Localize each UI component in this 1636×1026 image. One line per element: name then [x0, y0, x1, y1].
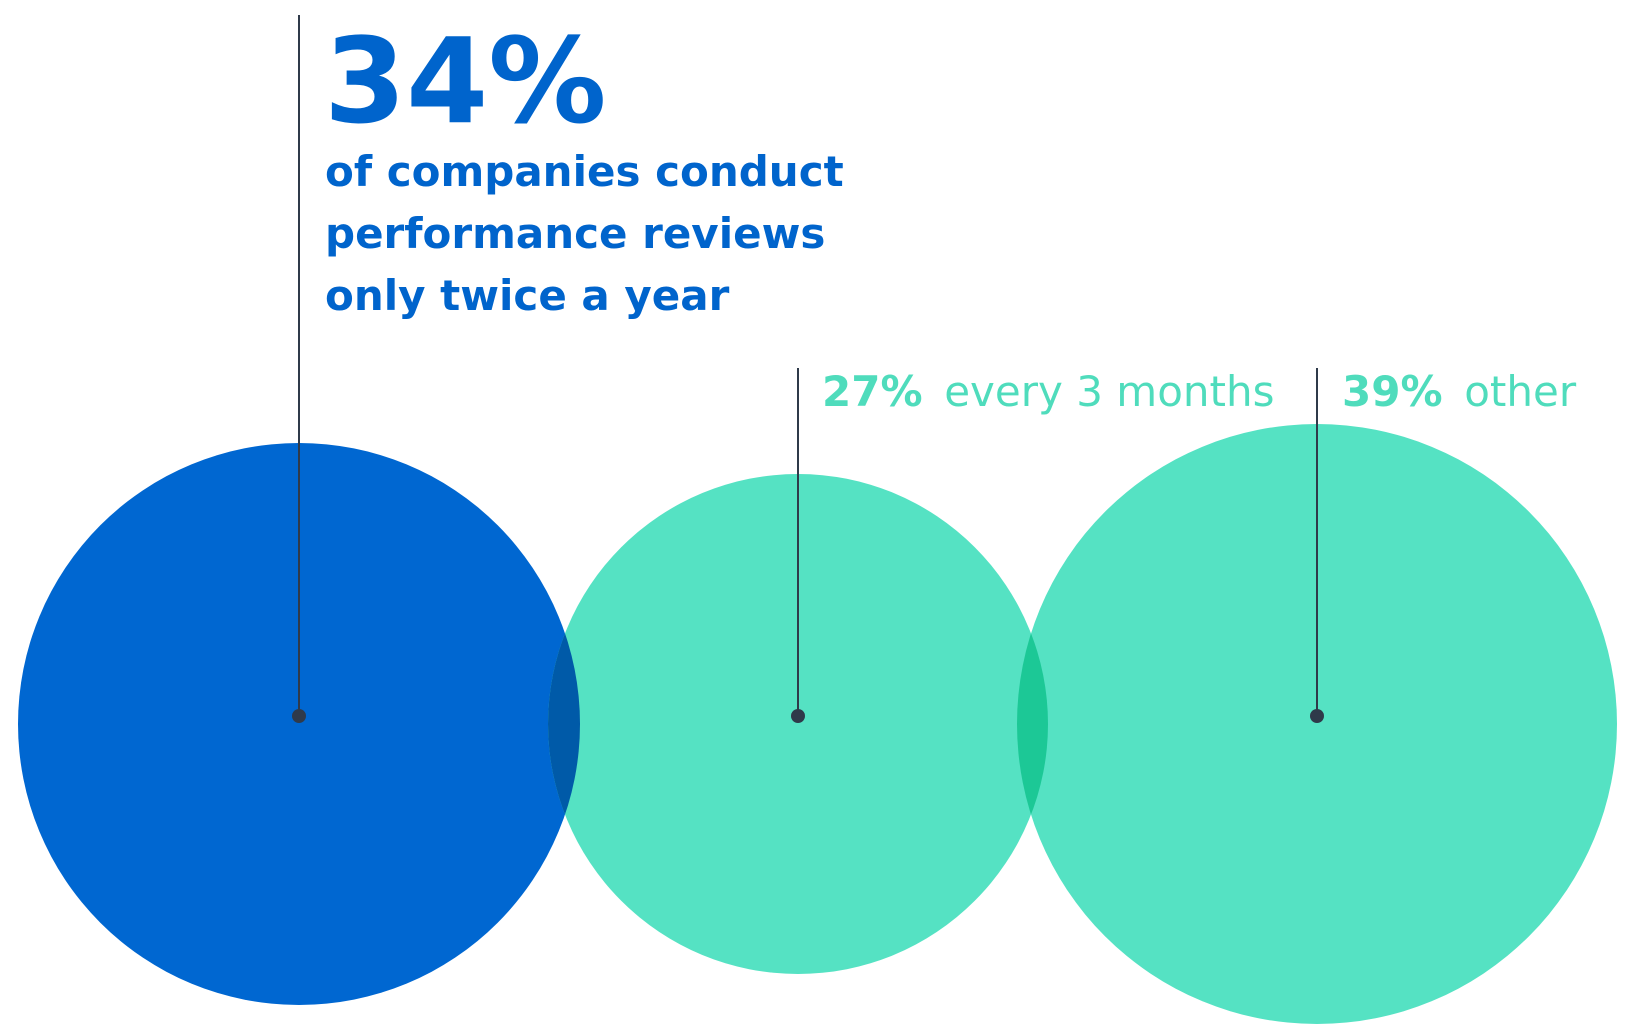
label-every-3-months: 27% every 3 months [822, 367, 1274, 416]
headline-line-1: of companies conduct [325, 147, 844, 196]
label-other-percent: 39% [1342, 367, 1443, 416]
bubble-every-3-months [548, 474, 1048, 974]
headline-line-2: performance reviews [325, 209, 825, 258]
center-dot-other [1310, 709, 1324, 723]
label-every-3-months-text: every 3 months [944, 367, 1274, 416]
center-dot-every-3-months [791, 709, 805, 723]
label-other: 39% other [1342, 367, 1577, 416]
bubble-twice-a-year [18, 443, 580, 1005]
center-dot-twice-a-year [292, 709, 306, 723]
headline-percent: 34% [324, 12, 606, 150]
label-other-text: other [1464, 367, 1577, 416]
headline-line-3: only twice a year [325, 271, 730, 320]
label-every-3-months-percent: 27% [822, 367, 923, 416]
bubble-other [1017, 424, 1617, 1024]
